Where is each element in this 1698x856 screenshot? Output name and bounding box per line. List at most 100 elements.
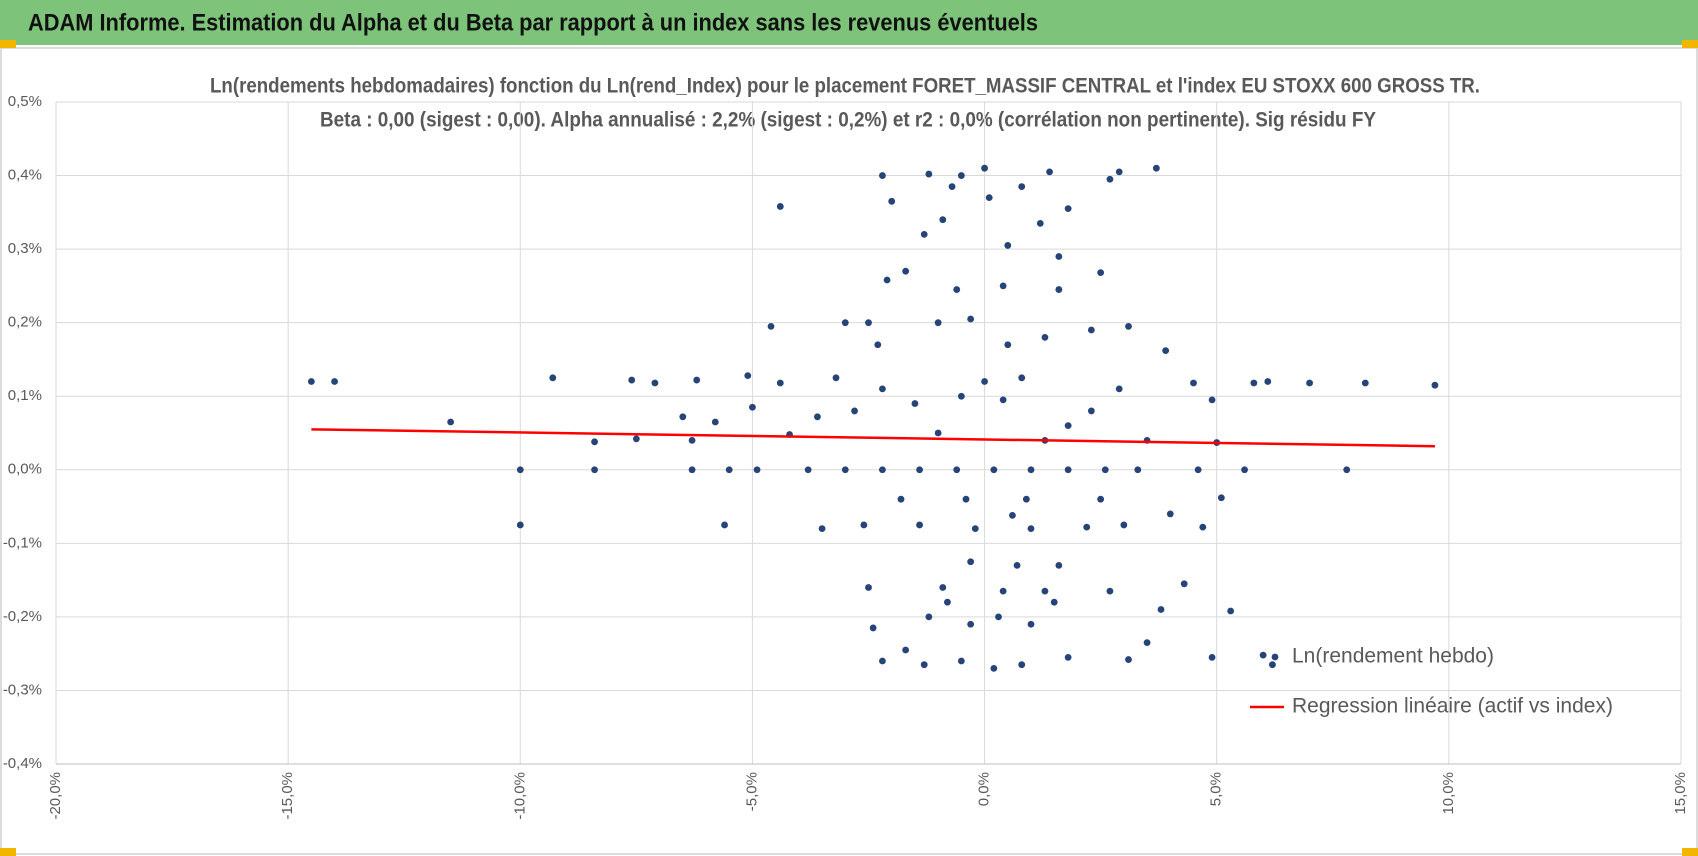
scatter-point <box>897 495 905 503</box>
scatter-point <box>1106 175 1114 183</box>
scatter-point <box>916 466 923 474</box>
x-tick-label: -20,0% <box>47 772 64 820</box>
scatter-point <box>865 319 872 327</box>
scatter-point <box>869 624 877 632</box>
scatter-point <box>967 620 975 628</box>
scatter-point <box>1180 580 1188 588</box>
scatter-point <box>679 413 687 421</box>
header-title: ADAM Informe. Estimation du Alpha et du … <box>28 9 1038 36</box>
y-tick-label: -0,4% <box>3 755 42 772</box>
scatter-point <box>516 521 524 529</box>
scatter-point <box>944 598 951 606</box>
scatter-point <box>1115 168 1123 176</box>
scatter-point <box>1087 407 1095 415</box>
scatter-point <box>990 466 998 474</box>
scatter-point <box>628 376 636 384</box>
scatter-point <box>1208 396 1216 404</box>
y-tick-label: 0,2% <box>8 314 42 331</box>
scatter-point <box>916 521 923 529</box>
legend-label: Regression linéaire (actif vs index) <box>1292 695 1613 718</box>
scatter-point <box>841 466 849 474</box>
scatter-point <box>902 267 910 275</box>
scatter-point <box>1190 379 1197 387</box>
scatter-point <box>1157 606 1165 613</box>
scatter-point <box>1064 205 1072 213</box>
scatter-point <box>818 525 826 533</box>
scatter-point <box>1087 326 1095 334</box>
scatter-point <box>967 315 975 323</box>
x-tick-label: -5,0% <box>743 772 760 811</box>
scatter-point <box>744 372 752 380</box>
scatter-point <box>990 664 998 672</box>
scatter-point <box>874 341 882 349</box>
scatter-point <box>1018 374 1026 382</box>
scatter-point <box>1217 494 1225 502</box>
scatter-point <box>1009 511 1016 519</box>
scatter-point <box>632 435 640 443</box>
legend-marker <box>1271 653 1279 661</box>
scatter-point <box>1269 661 1276 669</box>
chart-frame <box>0 47 1698 855</box>
scatter-point <box>879 466 886 474</box>
chart-subtitle: Beta : 0,00 (sigest : 0,00). Alpha annua… <box>320 109 1376 132</box>
legend: Ln(rendement hebdo) Regression linéaire (… <box>1250 645 1613 718</box>
y-tick-label: 0,3% <box>8 240 42 257</box>
scatter-point <box>879 385 886 393</box>
scatter-point <box>1199 523 1207 531</box>
x-tick-label: -15,0% <box>279 772 296 820</box>
scatter-point <box>1022 495 1030 503</box>
scatter-point <box>962 495 970 503</box>
scatter-point <box>776 379 784 387</box>
corner-handle <box>0 848 16 856</box>
scatter-point <box>804 466 812 474</box>
scatter-point <box>1055 253 1063 260</box>
scatter-point <box>307 378 315 385</box>
title-backdrop <box>200 68 1480 134</box>
x-tick-label: 5,0% <box>1208 772 1225 806</box>
scatter-point <box>1036 219 1044 227</box>
scatter-point <box>939 584 947 591</box>
scatter-point <box>1162 347 1170 355</box>
scatter-point <box>971 525 979 533</box>
scatter-point <box>851 407 858 415</box>
chart-title: Ln(rendements hebdomadaires) fonction du… <box>210 75 1480 98</box>
scatter-point <box>879 657 886 665</box>
scatter-point <box>925 613 933 621</box>
scatter-point <box>1208 653 1216 661</box>
scatter-point <box>1064 466 1072 474</box>
scatter-point <box>1166 510 1174 518</box>
scatter-point <box>1250 379 1258 387</box>
scatter-point <box>711 418 719 426</box>
scatter-point <box>1115 385 1123 393</box>
scatter-point <box>948 183 956 190</box>
x-tick-label: 10,0% <box>1440 772 1457 815</box>
x-tick-label: 0,0% <box>976 772 993 806</box>
scatter-point <box>1431 381 1439 389</box>
scatter-point <box>911 400 919 407</box>
x-tick-label: 15,0% <box>1672 772 1689 815</box>
scatter-point <box>1064 422 1072 430</box>
scatter-point <box>1194 466 1202 474</box>
scatter-point <box>591 466 598 474</box>
scatter-point <box>1004 242 1012 249</box>
scatter-point <box>957 657 965 665</box>
scatter-point <box>721 521 728 529</box>
scatter-point <box>447 418 455 426</box>
scatter-point <box>767 322 775 330</box>
scatter-point <box>879 172 886 179</box>
corner-handle <box>1682 848 1698 856</box>
scatter-point <box>981 164 988 172</box>
scatter-point <box>1152 164 1160 172</box>
scatter-point <box>1259 651 1267 659</box>
scatter-point <box>1050 598 1058 606</box>
scatter-point <box>999 587 1007 595</box>
scatter-point <box>776 203 784 210</box>
x-tick-label: -10,0% <box>511 772 528 820</box>
scatter-point <box>1018 661 1026 669</box>
scatter-point <box>753 466 761 474</box>
scatter-point <box>920 661 928 669</box>
scatter-point <box>1361 379 1369 387</box>
scatter-point <box>516 466 524 474</box>
scatter-point <box>920 231 928 238</box>
